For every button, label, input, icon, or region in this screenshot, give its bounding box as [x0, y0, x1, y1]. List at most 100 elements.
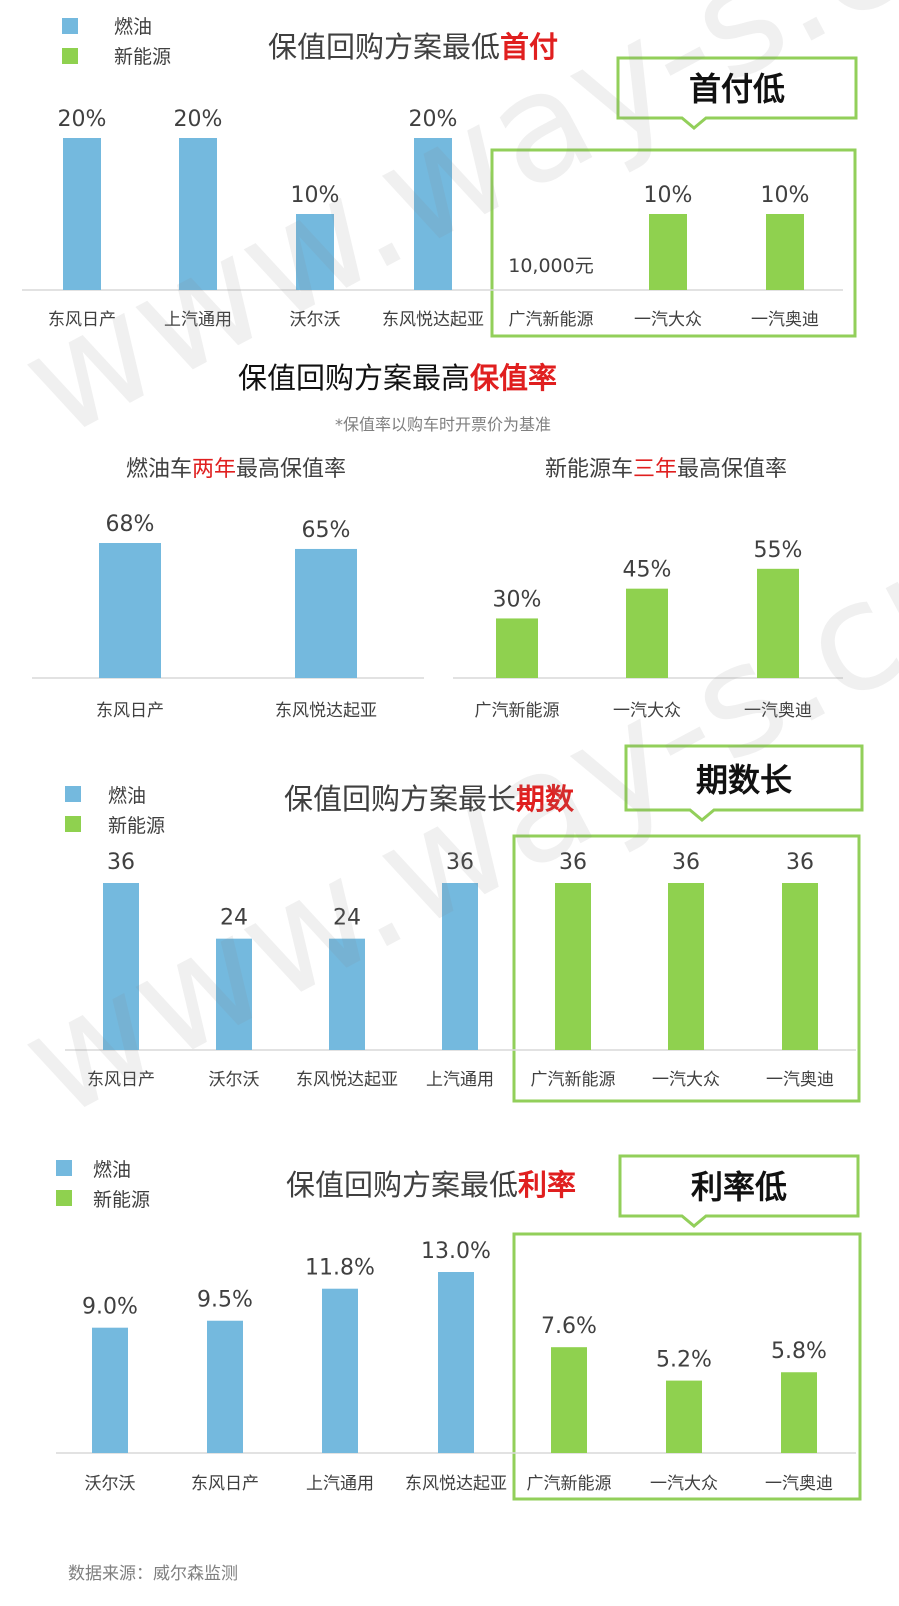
value-label: 5.8% — [771, 1339, 827, 1364]
category-label: 上汽通用 — [426, 1070, 494, 1090]
value-label: 10% — [291, 183, 340, 208]
footnote: *保值率以购车时开票价为基准 — [335, 415, 551, 434]
value-label: 5.2% — [656, 1348, 712, 1373]
category-label: 东风日产 — [87, 1070, 155, 1090]
panel-title: 保值回购方案最低首付 — [268, 30, 558, 64]
nev-highlight-box — [512, 1232, 862, 1501]
panel-title-main: 保值回购方案最长 — [284, 782, 516, 816]
value-label: 10,000元 — [508, 255, 593, 277]
panel-title: 保值回购方案最低利率 — [286, 1168, 576, 1202]
bar — [781, 1372, 817, 1453]
value-label: 55% — [754, 538, 803, 563]
panel-title: 保值回购方案最长期数 — [284, 782, 575, 816]
bars: 36 东风日产 24 沃尔沃 24 东风悦达起亚 36 上汽通用 36 广汽新能源 36 一汽大众 36… — [87, 850, 834, 1090]
subchart-title-fuel: 燃油车两年最高保值率 — [126, 457, 346, 482]
category-label: 上汽通用 — [164, 310, 232, 330]
category-label: 一汽大众 — [634, 310, 702, 330]
category-label: 上汽通用 — [306, 1474, 374, 1494]
bar — [438, 1272, 474, 1453]
value-label: 24 — [220, 906, 248, 931]
value-label: 45% — [623, 558, 672, 583]
value-label: 10% — [761, 183, 810, 208]
legend-nev-swatch — [56, 1190, 72, 1206]
bar — [63, 138, 101, 290]
value-label: 7.6% — [541, 1314, 597, 1339]
value-label: 65% — [302, 518, 351, 543]
nev-highlight-box — [490, 148, 857, 338]
bar — [782, 883, 818, 1050]
legend-fuel-label: 燃油 — [93, 1159, 131, 1181]
callout-text: 期数长 — [696, 761, 792, 799]
value-label: 20% — [58, 107, 107, 132]
bar — [668, 883, 704, 1050]
legend-nev-label: 新能源 — [108, 815, 165, 837]
category-label: 广汽新能源 — [475, 701, 560, 721]
bar — [296, 214, 334, 290]
value-label: 13.0% — [421, 1239, 491, 1264]
bar — [414, 138, 452, 290]
bars: 9.0% 沃尔沃 9.5% 东风日产 11.8% 上汽通用 13.0% 东风悦达起亚 7.6% 广… — [82, 1239, 833, 1494]
category-label: 一汽奥迪 — [751, 310, 819, 330]
callout-text: 首付低 — [689, 70, 785, 108]
bar — [92, 1327, 128, 1453]
value-label: 36 — [559, 850, 587, 875]
panel-title-accent: 保值率 — [469, 361, 557, 395]
subchart-title-nev-pre: 新能源车 — [545, 457, 633, 482]
category-label: 沃尔沃 — [85, 1474, 136, 1494]
callout-text: 利率低 — [691, 1168, 787, 1206]
panel-title-main: 保值回购方案最低 — [268, 30, 500, 64]
subchart-title-nev-accent: 三年 — [633, 457, 677, 482]
category-label: 东风日产 — [48, 310, 116, 330]
category-label: 一汽大众 — [652, 1070, 720, 1090]
subchart-title-nev: 新能源车三年最高保值率 — [545, 457, 787, 482]
nev-highlight-box — [512, 834, 861, 1103]
category-label: 东风日产 — [96, 701, 164, 721]
category-label: 一汽奥迪 — [766, 1070, 834, 1090]
panel-title-accent: 期数 — [516, 782, 575, 816]
bars-fuel: 68% 东风日产 65% 东风悦达起亚 — [96, 512, 377, 721]
value-label: 10% — [644, 183, 693, 208]
value-label: 20% — [174, 107, 223, 132]
panel-title-main: 保值回购方案最低 — [286, 1168, 518, 1202]
bar — [295, 548, 357, 678]
bar — [216, 938, 252, 1050]
bar — [551, 1347, 587, 1453]
bars: 20% 东风日产 20% 上汽通用 10% 沃尔沃 20% 东风悦达起亚 10,000元广汽新能… — [48, 107, 819, 330]
value-label: 11.8% — [305, 1256, 375, 1281]
panel-title: 保值回购方案最高保值率 — [238, 361, 557, 395]
subchart-title-fuel-accent: 两年 — [192, 457, 236, 482]
legend-nev-swatch — [62, 48, 78, 64]
category-label: 沃尔沃 — [290, 310, 341, 330]
callout-box — [624, 744, 864, 822]
panel-max-terms: 燃油 新能源 保值回购方案最长期数 期数长 36 东风日产 24 沃尔沃 24 东风悦达起… — [65, 744, 864, 1103]
bar — [649, 214, 687, 290]
bar — [207, 1320, 243, 1453]
panel-title-main: 保值回购方案最高 — [238, 361, 470, 395]
bar — [99, 543, 161, 678]
value-label: 24 — [333, 906, 361, 931]
category-label: 东风悦达起亚 — [275, 701, 377, 721]
bar — [626, 588, 668, 678]
category-label: 广汽新能源 — [527, 1474, 612, 1494]
category-label: 广汽新能源 — [531, 1070, 616, 1090]
category-label: 东风悦达起亚 — [382, 310, 484, 330]
category-label: 一汽奥迪 — [765, 1474, 833, 1494]
legend-nev-label: 新能源 — [93, 1189, 150, 1211]
category-label: 一汽大众 — [650, 1474, 718, 1494]
panel-min-down-payment: 燃油 新能源 保值回购方案最低首付 首付低 20% 东风日产 20% 上汽通用 10% 沃… — [22, 16, 858, 338]
category-label: 广汽新能源 — [509, 310, 594, 330]
subchart-title-fuel-post: 最高保值率 — [236, 457, 346, 482]
bar — [766, 214, 804, 290]
bar — [666, 1380, 702, 1453]
bar — [757, 568, 799, 678]
bar — [329, 938, 365, 1050]
panel-title-accent: 首付 — [500, 30, 558, 64]
callout-box — [618, 1154, 860, 1228]
value-label: 9.0% — [82, 1295, 138, 1320]
legend-fuel-label: 燃油 — [114, 16, 152, 38]
category-label: 东风日产 — [191, 1474, 259, 1494]
legend-fuel-swatch — [62, 18, 78, 34]
watermark-text: www.way-s.cn — [0, 0, 899, 472]
panel-max-residual-rate: 保值回购方案最高保值率 *保值率以购车时开票价为基准 燃油车两年最高保值率 新能… — [32, 361, 843, 721]
